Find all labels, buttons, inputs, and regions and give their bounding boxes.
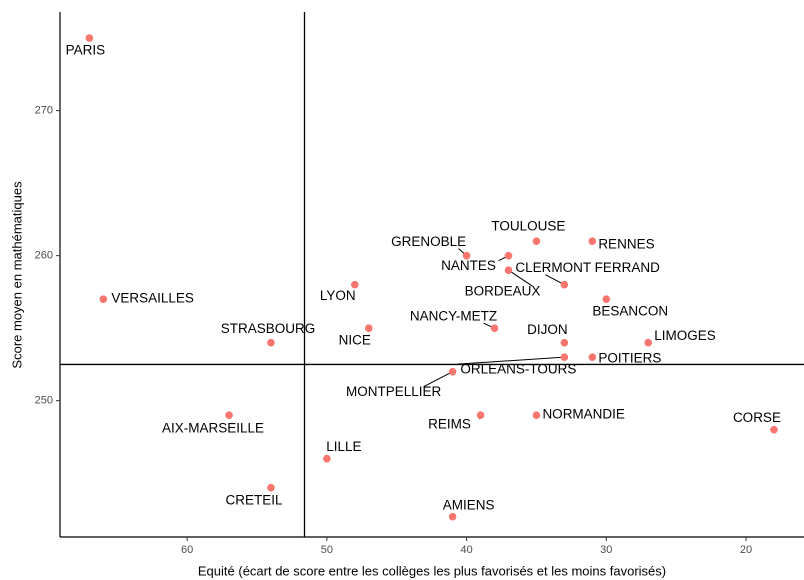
y-axis-label: Score moyen en mathématiques — [9, 181, 24, 369]
point-label: PARIS — [66, 43, 106, 58]
point — [225, 411, 233, 419]
point-label: GRENOBLE — [391, 234, 466, 249]
point — [532, 237, 541, 245]
point-label: LIMOGES — [654, 328, 716, 343]
point — [99, 295, 108, 303]
point — [267, 338, 275, 347]
x-axis-label: Equité (écart de score entre les collège… — [198, 563, 666, 578]
point — [476, 411, 485, 419]
point-label: NORMANDIE — [542, 407, 625, 422]
point — [588, 353, 597, 361]
x-tick-label: 40 — [460, 544, 472, 556]
point — [602, 295, 611, 303]
point-label: BORDEAUX — [465, 284, 541, 299]
point — [351, 280, 359, 289]
point-label: ORLEANS-TOURS — [460, 362, 576, 377]
x-tick-label: 30 — [600, 544, 612, 556]
point — [560, 338, 569, 347]
point-label: VERSAILLES — [111, 291, 194, 306]
point-label: BESANCON — [592, 304, 668, 319]
point — [462, 251, 471, 260]
point-label: LILLE — [326, 439, 361, 454]
point-label: RENNES — [598, 237, 654, 252]
y-tick-label: 250 — [35, 395, 53, 407]
point — [85, 34, 94, 42]
point-label: NANTES — [441, 258, 496, 273]
point-label: NICE — [339, 333, 371, 348]
point — [504, 251, 513, 260]
x-tick-label: 50 — [321, 544, 333, 556]
point-label: CORSE — [733, 410, 781, 425]
point — [588, 237, 597, 245]
point-label: MONTPELLIER — [346, 384, 442, 399]
point-label: NANCY-METZ — [410, 309, 497, 324]
point — [504, 266, 513, 274]
point-label: DIJON — [527, 322, 568, 337]
point-label: CRETEIL — [225, 492, 283, 507]
point-label: STRASBOURG — [221, 321, 316, 336]
point — [448, 512, 457, 521]
x-tick-label: 20 — [740, 544, 752, 556]
point — [364, 324, 373, 332]
point — [267, 483, 275, 492]
label-leader — [508, 269, 533, 287]
y-tick-label: 260 — [35, 250, 53, 262]
y-tick-label: 270 — [35, 105, 53, 117]
point — [323, 454, 331, 463]
label-leader — [457, 356, 565, 365]
x-tick-label: 60 — [181, 544, 193, 556]
point — [560, 353, 569, 361]
point — [448, 367, 457, 376]
point — [560, 280, 569, 289]
point — [532, 411, 541, 419]
point-label: AMIENS — [443, 497, 495, 512]
point-label: AIX-MARSEILLE — [162, 421, 264, 436]
point-label: POITIERS — [598, 351, 661, 366]
point-label: REIMS — [428, 417, 471, 432]
point — [770, 425, 778, 434]
label-leader — [423, 371, 453, 388]
point-label: CLERMONT FERRAND — [515, 260, 660, 275]
point — [644, 338, 653, 347]
point — [490, 324, 499, 332]
point-label: LYON — [320, 288, 356, 303]
point-label: TOULOUSE — [491, 219, 565, 234]
